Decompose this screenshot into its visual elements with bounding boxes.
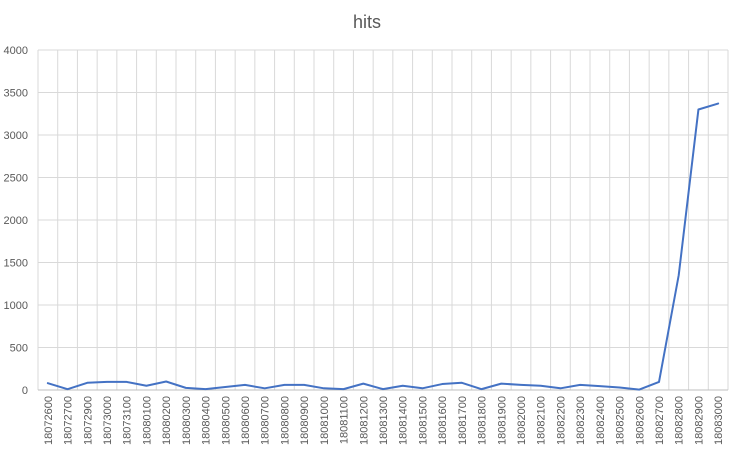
y-tick-label: 1500	[4, 258, 28, 270]
x-tick-label: 18082900	[693, 396, 705, 445]
data-point	[540, 385, 542, 387]
x-tick-label: 18080900	[299, 396, 311, 445]
y-tick-label: 3000	[4, 130, 28, 142]
x-tick-label: 18080700	[260, 396, 272, 445]
data-point	[224, 386, 226, 388]
data-point	[500, 383, 502, 385]
x-tick-label: 18081400	[398, 396, 410, 445]
data-point	[520, 384, 522, 386]
x-tick-label: 18082200	[555, 396, 567, 445]
data-point	[697, 109, 699, 111]
x-tick-label: 18081000	[319, 396, 331, 445]
data-point	[264, 387, 266, 389]
x-tick-label: 18072900	[82, 396, 94, 445]
y-tick-label: 3500	[4, 88, 28, 100]
data-point	[717, 103, 719, 105]
data-point	[599, 385, 601, 387]
x-tick-label: 18081300	[378, 396, 390, 445]
x-tick-label: 18082400	[595, 396, 607, 445]
data-point	[658, 381, 660, 383]
x-tick-label: 18082500	[615, 396, 627, 445]
x-tick-label: 18081900	[496, 396, 508, 445]
x-tick-label: 18080200	[161, 396, 173, 445]
x-tick-label: 18081600	[437, 396, 449, 445]
x-tick-label: 18073000	[102, 396, 114, 445]
data-point	[86, 382, 88, 384]
data-point	[481, 388, 483, 390]
x-tick-label: 18081500	[417, 396, 429, 445]
x-tick-label: 18080800	[279, 396, 291, 445]
data-point	[126, 381, 128, 383]
y-tick-label: 1000	[4, 300, 28, 312]
data-point	[303, 384, 305, 386]
data-point	[343, 388, 345, 390]
data-point	[165, 381, 167, 383]
data-point	[382, 388, 384, 390]
series-layer	[46, 102, 720, 391]
y-tick-labels: 0 500 1000 1500 2000 2500 3000 3500 4000	[4, 45, 28, 397]
x-tick-label: 18081700	[457, 396, 469, 445]
x-tick-label: 18082100	[536, 396, 548, 445]
x-tick-label: 18080300	[181, 396, 193, 445]
data-point	[579, 384, 581, 386]
data-point	[619, 386, 621, 388]
data-point	[47, 382, 49, 384]
data-point	[67, 388, 69, 390]
y-tick-label: 500	[10, 343, 28, 355]
chart-title: hits	[353, 12, 381, 32]
data-point	[461, 382, 463, 384]
data-point	[205, 388, 207, 390]
x-tick-label: 18082700	[654, 396, 666, 445]
x-tick-label: 18082300	[575, 396, 587, 445]
data-point	[145, 385, 147, 387]
y-tick-label: 2500	[4, 173, 28, 185]
data-point	[244, 384, 246, 386]
x-tick-label: 18083000	[713, 396, 725, 445]
data-point	[402, 385, 404, 387]
grid-lines	[37, 49, 729, 390]
data-point	[559, 387, 561, 389]
data-point	[106, 381, 108, 383]
x-tick-label: 18072700	[63, 396, 75, 445]
x-tick-label: 18080100	[141, 396, 153, 445]
x-tick-label: 18080600	[240, 396, 252, 445]
x-tick-label: 18082600	[634, 396, 646, 445]
data-point	[441, 383, 443, 385]
x-tick-label: 18080400	[201, 396, 213, 445]
x-tick-labels: 18072600 18072700 18072900 18073000 18073100…	[43, 396, 725, 445]
data-point	[323, 387, 325, 389]
data-point	[185, 387, 187, 389]
data-point	[638, 389, 640, 391]
y-tick-label: 0	[22, 385, 28, 397]
x-tick-label: 18073100	[122, 396, 134, 445]
x-tick-label: 18081200	[358, 396, 370, 445]
data-point	[421, 387, 423, 389]
x-tick-label: 18082800	[674, 396, 686, 445]
x-tick-label: 18072600	[43, 396, 55, 445]
x-tick-label: 18080500	[220, 396, 232, 445]
x-tick-label: 18081800	[477, 396, 489, 445]
x-tick-label: 18081100	[339, 396, 351, 444]
data-point	[678, 274, 680, 276]
series-line	[46, 102, 720, 391]
y-tick-label: 4000	[4, 45, 28, 57]
y-tick-label: 2000	[4, 215, 28, 227]
data-point	[362, 383, 364, 385]
x-tick-label: 18082000	[516, 396, 528, 445]
data-point	[283, 384, 285, 386]
